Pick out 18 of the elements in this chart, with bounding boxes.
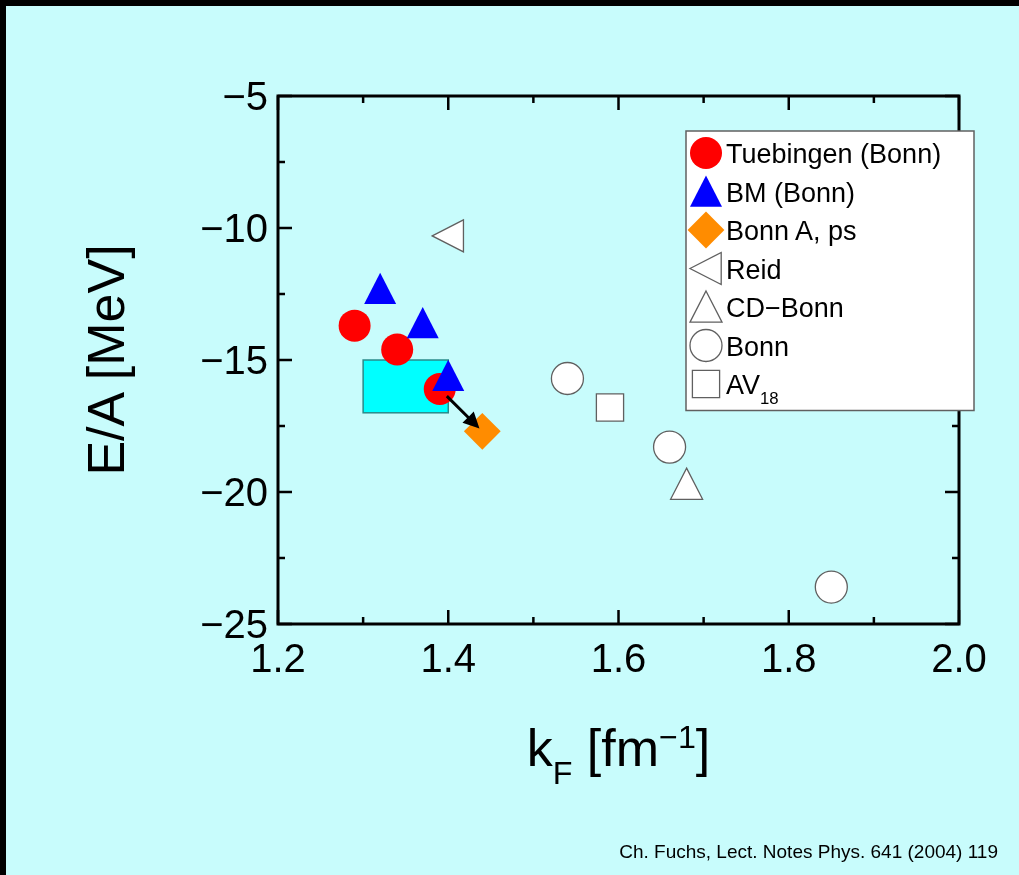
x-tick-label: 1.8 (760, 636, 817, 680)
y-tick-label: −20 (200, 470, 268, 514)
x-tick-label: 2.0 (931, 636, 987, 680)
y-tick-label: −10 (200, 206, 268, 250)
text: Ch. Fuchs, Lect. Notes Phys. 641 (2004) 119 (619, 841, 998, 862)
x-tick-label: 1.6 (590, 636, 647, 680)
y-tick-label: −5 (222, 74, 268, 118)
x-axis-title: k$_{F}$ [fm$^{−1}$] (526, 719, 711, 791)
legend-label: Bonn A, ps (726, 216, 857, 246)
legend-label: CD−Bonn (726, 293, 844, 323)
legend-label: Bonn (726, 331, 790, 362)
y-axis-title: E/A [MeV] (77, 244, 135, 476)
legend-label: BM (Bonn) (726, 177, 856, 208)
legend-label: Tuebingen (Bonn) (726, 139, 942, 169)
x-tick-label: 1.4 (420, 636, 477, 680)
legend-label: AV$_{18}$ (726, 370, 779, 408)
y-tick-label: −15 (200, 338, 268, 382)
legend-label: Reid (726, 254, 782, 285)
